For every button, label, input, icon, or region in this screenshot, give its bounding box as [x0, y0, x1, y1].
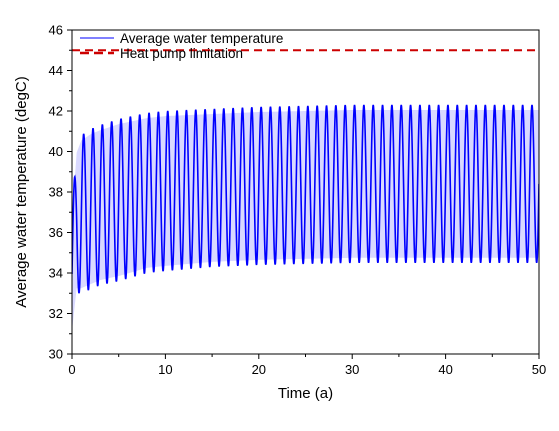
x-tick-label: 20 — [252, 362, 266, 377]
series-layer — [72, 49, 539, 331]
y-tick-label: 40 — [49, 144, 63, 159]
legend-label: Average water temperature — [120, 31, 283, 46]
y-axis: 30 32 34 36 38 40 42 44 46 — [49, 23, 72, 362]
x-tick-label: 10 — [158, 362, 172, 377]
x-tick-label: 30 — [345, 362, 359, 377]
y-tick-label: 44 — [49, 63, 63, 78]
series-line-average-water-temperature — [72, 104, 539, 294]
x-tick-label: 40 — [438, 362, 452, 377]
x-axis-label: Time (a) — [278, 385, 333, 402]
y-axis-label: Average water temperature (degC) — [13, 76, 30, 308]
y-tick-label: 46 — [49, 23, 63, 38]
x-axis: 0 10 20 30 40 50 — [68, 354, 546, 377]
legend-label: Heat pump limitation — [120, 46, 243, 61]
y-tick-label: 32 — [49, 306, 63, 321]
x-tick-label: 50 — [532, 362, 546, 377]
y-tick-label: 42 — [49, 104, 63, 119]
x-tick-label: 0 — [68, 362, 75, 377]
y-tick-label: 34 — [49, 266, 63, 281]
y-tick-label: 30 — [49, 347, 63, 362]
y-tick-label: 36 — [49, 225, 63, 240]
y-tick-label: 38 — [49, 185, 63, 200]
